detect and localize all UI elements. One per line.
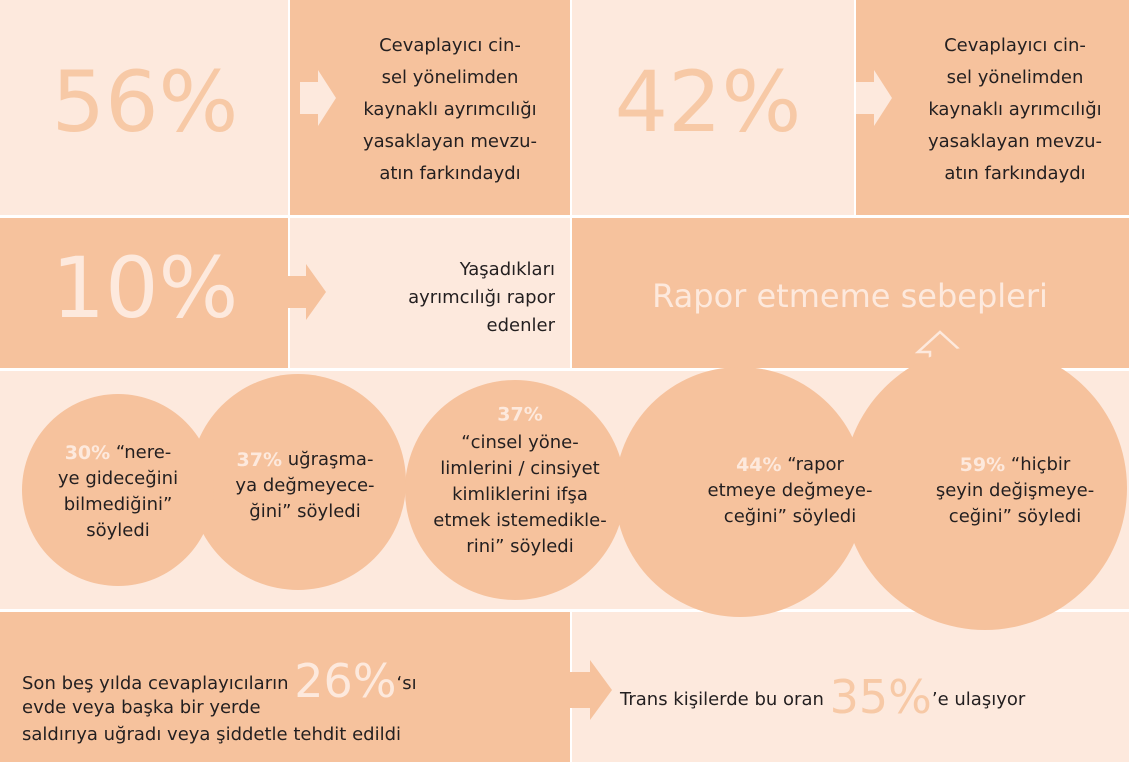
footer-text: ‘sı (397, 673, 417, 694)
stat-text: Cevaplayıcı cin- (944, 35, 1086, 56)
reason-line: 44% “rapor (736, 454, 844, 476)
footer-text: evde veya başka bir yerde (22, 697, 261, 718)
reason-text: limlerini / cinsiyet (440, 458, 599, 479)
stat-text: edenler (487, 315, 556, 336)
stat-text: kaynaklı ayrımcılığı (363, 99, 536, 120)
reason-percent: 44% (736, 454, 781, 476)
reason-line: 30% “nere- (65, 442, 172, 464)
reason-text: etmek istemedikle- (433, 510, 606, 531)
big-percent: 56% (52, 53, 239, 151)
big-percent: 42% (615, 53, 802, 151)
section-heading: Rapor etmeme sebepleri (652, 277, 1048, 315)
stat-text: yasaklayan mevzu- (363, 131, 537, 152)
footer-line: Son beş yılda cevaplayıcıların 26%‘sı (22, 654, 417, 708)
reason-text: ğini” söyledi (249, 501, 360, 522)
footer-percent: 35% (830, 670, 932, 724)
reason-percent: 30% (65, 442, 110, 464)
reason-percent: 37% (237, 449, 282, 471)
reason-text: kimliklerini ifşa (452, 484, 588, 505)
stat-text: sel yönelimden (947, 67, 1084, 88)
reason-text: “hiçbir (1011, 454, 1071, 475)
footer-text: Son beş yılda cevaplayıcıların (22, 673, 289, 694)
reason-text: “rapor (787, 454, 844, 475)
footer-percent: 26% (294, 654, 396, 708)
reason-percent: 37% (497, 404, 542, 426)
footer-text: saldırıya uğradı veya şiddetle tehdit ed… (22, 724, 401, 745)
arrows (288, 70, 966, 720)
reason-percent: 59% (960, 454, 1005, 476)
footer-text: ’e ulaşıyor (932, 689, 1026, 710)
reason-text: uğraşma- (288, 449, 374, 470)
reason-text: etmeye değmeye- (708, 480, 873, 501)
reason-text: “nere- (116, 442, 171, 463)
reason-text: bilmediğini” (64, 494, 173, 515)
reason-text: ye gideceğini (58, 468, 178, 489)
stat-text: ayrımcılığı rapor (408, 287, 556, 308)
reason-text: şeyin değişmeye- (936, 480, 1094, 501)
footer-text: Trans kişilerde bu oran (619, 689, 824, 710)
stat-text: Yaşadıkları (459, 259, 555, 280)
reason-line: 37% uğraşma- (237, 449, 374, 471)
reason-text: ceğini” söyledi (949, 506, 1081, 527)
reason-text: ceğini” söyledi (724, 506, 856, 527)
reason-text: ya değmeyece- (235, 475, 374, 496)
big-percent: 10% (52, 239, 239, 337)
stat-text: yasaklayan mevzu- (928, 131, 1102, 152)
reason-text: söyledi (86, 520, 150, 541)
reason-text: rini” söyledi (466, 536, 573, 557)
stat-text: kaynaklı ayrımcılığı (928, 99, 1101, 120)
stat-text: atın farkındaydı (944, 163, 1085, 184)
footer-line: Trans kişilerde bu oran 35%’e ulaşıyor (619, 670, 1026, 724)
stat-text: atın farkındaydı (379, 163, 520, 184)
stat-text: Cevaplayıcı cin- (379, 35, 521, 56)
reason-text: “cinsel yöne- (461, 432, 578, 453)
stat-text: sel yönelimden (382, 67, 519, 88)
reason-circles (22, 346, 1127, 630)
reason-line: 59% “hiçbir (960, 454, 1071, 476)
